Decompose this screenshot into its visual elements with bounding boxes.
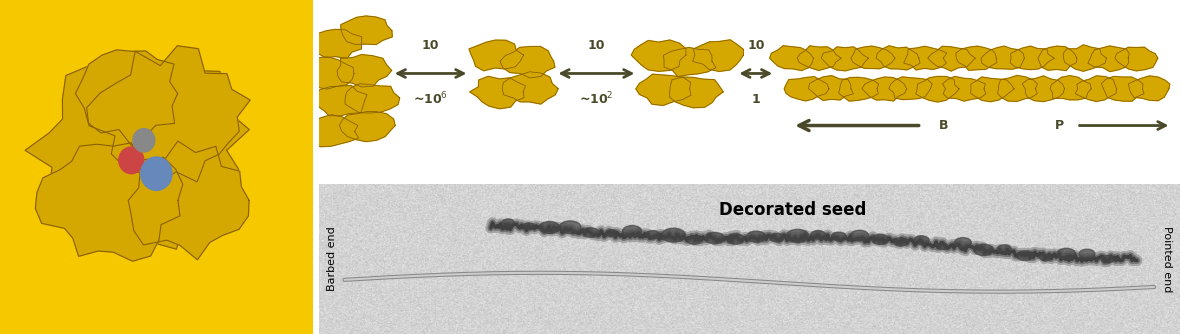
Text: Decorated seed: Decorated seed: [719, 201, 866, 219]
Polygon shape: [1050, 75, 1092, 100]
Circle shape: [914, 236, 929, 244]
Polygon shape: [1088, 46, 1129, 71]
Circle shape: [893, 238, 907, 246]
Polygon shape: [889, 77, 932, 100]
Text: 1: 1: [752, 93, 761, 106]
Polygon shape: [808, 75, 853, 100]
Circle shape: [937, 243, 948, 249]
Circle shape: [811, 230, 826, 239]
Polygon shape: [956, 46, 997, 70]
Polygon shape: [663, 47, 716, 76]
FancyBboxPatch shape: [0, 0, 313, 334]
Circle shape: [955, 237, 971, 247]
Polygon shape: [1115, 47, 1158, 71]
Circle shape: [1079, 249, 1095, 259]
Polygon shape: [337, 54, 392, 87]
Text: Barbed end: Barbed end: [327, 226, 336, 291]
Circle shape: [851, 230, 868, 241]
Polygon shape: [631, 40, 686, 71]
Polygon shape: [785, 76, 830, 101]
Text: ~10$^2$: ~10$^2$: [578, 91, 614, 108]
Polygon shape: [303, 57, 354, 89]
Polygon shape: [1063, 45, 1107, 71]
Circle shape: [133, 129, 155, 152]
Polygon shape: [468, 40, 524, 71]
Circle shape: [523, 223, 535, 230]
Polygon shape: [1101, 76, 1143, 101]
Polygon shape: [310, 29, 362, 58]
Circle shape: [727, 234, 745, 244]
Circle shape: [1101, 256, 1114, 263]
Polygon shape: [1128, 76, 1169, 101]
Polygon shape: [470, 76, 525, 109]
Circle shape: [786, 229, 808, 242]
Polygon shape: [35, 143, 183, 261]
Polygon shape: [307, 115, 359, 147]
Polygon shape: [904, 46, 946, 70]
Polygon shape: [86, 46, 250, 184]
Polygon shape: [821, 47, 868, 71]
Polygon shape: [341, 16, 392, 45]
Polygon shape: [670, 77, 723, 108]
Polygon shape: [345, 84, 400, 113]
Polygon shape: [997, 75, 1037, 102]
Text: Pointed end: Pointed end: [1162, 226, 1172, 292]
Polygon shape: [25, 64, 249, 250]
Circle shape: [687, 236, 701, 244]
Polygon shape: [500, 46, 555, 78]
Polygon shape: [76, 50, 178, 145]
Text: B: B: [939, 119, 949, 132]
Polygon shape: [943, 76, 985, 101]
Polygon shape: [129, 141, 249, 260]
Polygon shape: [876, 46, 920, 70]
Polygon shape: [340, 112, 395, 142]
Polygon shape: [636, 74, 690, 106]
Polygon shape: [1010, 46, 1054, 69]
Circle shape: [605, 230, 617, 236]
Circle shape: [872, 234, 889, 244]
Circle shape: [706, 232, 725, 244]
Polygon shape: [503, 72, 558, 104]
Circle shape: [662, 228, 686, 242]
Polygon shape: [798, 46, 841, 70]
Text: 10: 10: [747, 39, 765, 52]
Text: P: P: [1055, 119, 1063, 132]
Circle shape: [1040, 254, 1051, 261]
Circle shape: [747, 231, 766, 242]
Circle shape: [997, 245, 1011, 253]
Polygon shape: [851, 46, 894, 69]
Polygon shape: [839, 77, 879, 101]
Polygon shape: [315, 86, 367, 116]
Polygon shape: [927, 46, 975, 71]
Polygon shape: [971, 77, 1014, 102]
Polygon shape: [861, 77, 906, 101]
Circle shape: [623, 225, 642, 237]
Text: ~10$^6$: ~10$^6$: [413, 91, 448, 108]
Circle shape: [645, 230, 660, 239]
Circle shape: [539, 221, 559, 233]
Circle shape: [583, 228, 599, 237]
Text: 10: 10: [421, 39, 439, 52]
Circle shape: [769, 233, 785, 242]
Polygon shape: [769, 46, 813, 70]
Polygon shape: [1075, 76, 1116, 102]
Circle shape: [832, 232, 846, 241]
Polygon shape: [981, 46, 1024, 69]
Polygon shape: [693, 40, 743, 71]
Circle shape: [559, 221, 581, 233]
Polygon shape: [916, 76, 959, 102]
Circle shape: [1017, 251, 1034, 261]
Circle shape: [503, 219, 514, 226]
Polygon shape: [1022, 76, 1064, 102]
Text: 10: 10: [588, 39, 604, 52]
Circle shape: [974, 244, 994, 256]
Circle shape: [140, 157, 172, 190]
Circle shape: [119, 147, 144, 174]
Circle shape: [1057, 248, 1076, 259]
Polygon shape: [1038, 46, 1077, 70]
